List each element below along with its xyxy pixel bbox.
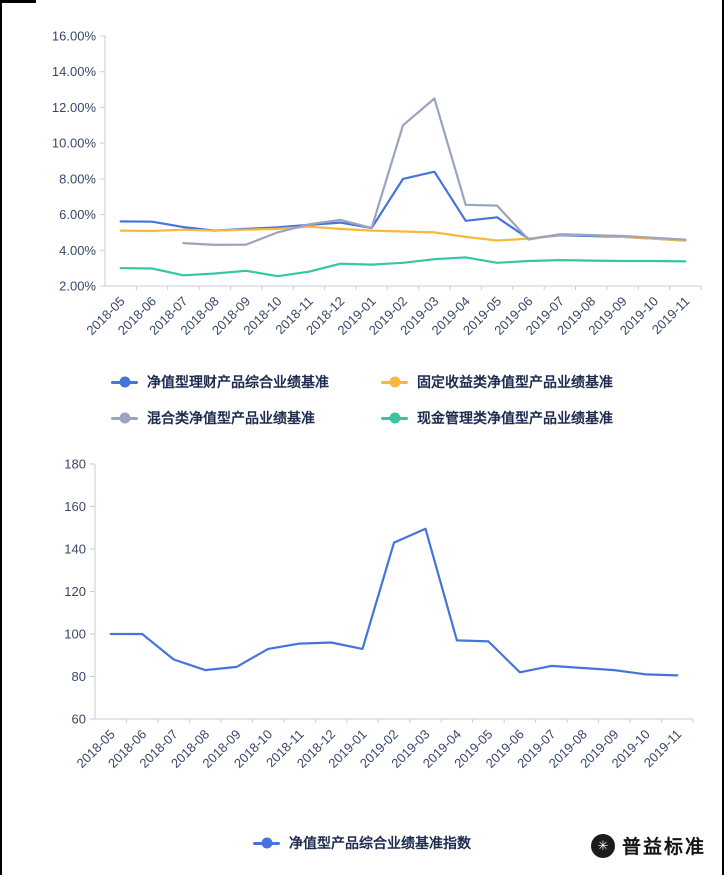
legend-label: 混合类净值型产品业绩基准	[147, 410, 315, 426]
legend-label: 固定收益类净值型产品业绩基准	[417, 374, 613, 390]
svg-text:2.00%: 2.00%	[59, 279, 96, 294]
benchmark-rate-chart-container: 2.00% 4.00% 6.00% 8.00% 10.00% 12.00% 14.00% 16…	[2, 16, 722, 366]
benchmark-rate-line-chart: 2.00% 4.00% 6.00% 8.00% 10.00% 12.00% 14.00% 16…	[52, 29, 702, 338]
svg-text:6.00%: 6.00%	[59, 207, 96, 222]
svg-text:180: 180	[64, 457, 86, 472]
svg-text:160: 160	[64, 499, 86, 514]
benchmark-index-line-chart: 60801001201401601802018-052018-062018-07…	[64, 457, 694, 771]
svg-text:60: 60	[72, 712, 86, 727]
legend-marker-icon	[381, 412, 408, 425]
benchmark-index-chart-container: 60 80 100 120 140 160 180 2018-05 2018-06 2018-07…	[2, 452, 722, 797]
benchmark-rate-legend: 净值型理财产品综合业绩基准 固定收益类净值型产品业绩基准 混合类净值型产品业绩基…	[2, 372, 722, 428]
legend-item-composite-index[interactable]: 净值型产品综合业绩基准指数	[253, 833, 471, 853]
svg-text:8.00%: 8.00%	[59, 171, 96, 186]
svg-text:140: 140	[64, 542, 86, 557]
brand-logo: ✳ 普益标准	[590, 832, 706, 859]
legend-marker-icon	[111, 412, 138, 425]
legend-marker-icon	[111, 376, 138, 389]
legend-label: 净值型产品综合业绩基准指数	[289, 835, 471, 851]
svg-text:16.00%: 16.00%	[52, 29, 97, 44]
svg-text:10.00%: 10.00%	[52, 136, 97, 151]
legend-label: 现金管理类净值型产品业绩基准	[417, 410, 613, 426]
svg-text:14.00%: 14.00%	[52, 64, 97, 79]
benchmark-index-legend: 净值型产品综合业绩基准指数	[2, 833, 722, 853]
legend-item-fixed-income-benchmark[interactable]: 固定收益类净值型产品业绩基准	[381, 372, 613, 392]
legend-item-mixed-benchmark[interactable]: 混合类净值型产品业绩基准	[111, 408, 329, 428]
page-border-corner	[2, 0, 36, 3]
legend-marker-icon	[381, 376, 408, 389]
legend-label: 净值型理财产品综合业绩基准	[147, 374, 329, 390]
legend-item-cash-mgmt-benchmark[interactable]: 现金管理类净值型产品业绩基准	[381, 408, 613, 428]
puyi-standard-logo-icon: ✳	[590, 833, 615, 858]
svg-text:12.00%: 12.00%	[52, 100, 97, 115]
legend-marker-icon	[253, 837, 280, 850]
svg-text:120: 120	[64, 584, 86, 599]
puyi-standard-logo-text: 普益标准	[621, 837, 706, 858]
svg-text:100: 100	[64, 627, 86, 642]
legend-item-composite-benchmark[interactable]: 净值型理财产品综合业绩基准	[111, 372, 329, 392]
svg-text:4.00%: 4.00%	[59, 243, 96, 258]
svg-text:80: 80	[72, 669, 86, 684]
